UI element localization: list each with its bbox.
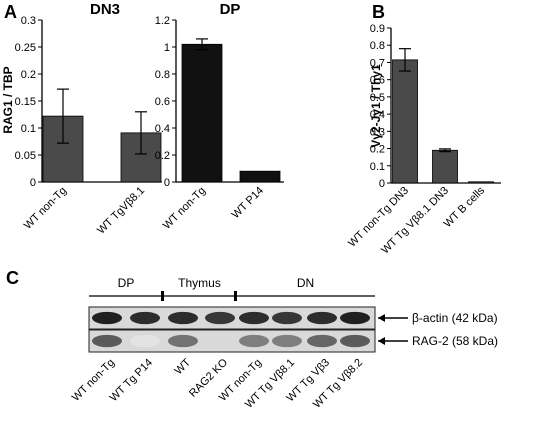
y-tick-label: 0.25 (15, 42, 36, 54)
blot-band (307, 311, 337, 325)
group-label: Thymus (178, 276, 221, 290)
row-arrow-head (378, 314, 385, 322)
y-tick-label: 0.05 (15, 150, 36, 162)
panel-label-c: C (6, 268, 19, 288)
bar (432, 149, 458, 184)
panel-label-b: B (372, 2, 385, 22)
western-blot: DP Thymus DN β-actin (42 kDa) RAG-2 (58 kDa)… (70, 276, 498, 411)
blot-band (130, 334, 160, 348)
blot-band (340, 311, 370, 325)
y-tick-label: 0.3 (21, 15, 36, 27)
y-tick-label: 0.7 (370, 57, 385, 69)
y-tick-label: 0.4 (155, 123, 170, 135)
y-tick-label: 0.3 (370, 126, 385, 138)
chart-dn3: 0 0.05 0.1 0.15 0.2 0.25 0.3 DN3 RAG1 / TBP WT no… (1, 1, 162, 237)
blot-band (92, 334, 122, 348)
bar (239, 170, 281, 183)
blot-band (239, 311, 269, 325)
category-label: WT Tg Vβ8.1 DN3 (379, 185, 451, 257)
blot-band (272, 311, 302, 325)
bar (181, 43, 223, 183)
blot-band (272, 334, 302, 348)
y-axis-label: RAG1 / TBP (1, 66, 15, 133)
blot-band (168, 311, 198, 325)
y-tick-label: 0.9 (370, 23, 385, 35)
panel-label-a: A (4, 2, 17, 22)
bar (392, 59, 418, 184)
blot-strip (88, 329, 376, 353)
bar (468, 181, 494, 184)
row-arrow-head (378, 337, 385, 345)
chart-dp: 0 0.2 0.4 0.6 0.8 1 1.2 DP WT non-Tg WT P14 (155, 1, 284, 232)
y-tick-label: 0.2 (370, 144, 385, 156)
y-tick-label: 0.2 (155, 150, 170, 162)
y-tick-label: 0.8 (155, 69, 170, 81)
blot-band (205, 311, 235, 325)
y-tick-label: 0 (379, 178, 385, 190)
y-tick-label: 0.8 (370, 40, 385, 52)
chart-title: DN3 (90, 1, 120, 18)
group-label: DP (118, 276, 135, 290)
blot-band (239, 334, 269, 348)
group-separator (161, 291, 164, 301)
category-label: WT TgVβ8.1 (95, 185, 147, 237)
y-tick-label: 0.5 (370, 92, 385, 104)
y-tick-label: 1.2 (155, 15, 170, 27)
y-tick-label: 0.6 (155, 96, 170, 108)
y-tick-label: 0.6 (370, 75, 385, 87)
group-label: DN (297, 276, 314, 290)
category-label: WT P14 (230, 185, 266, 221)
category-label: WT non-Tg (22, 185, 69, 232)
y-tick-label: 0.2 (21, 69, 36, 81)
y-tick-label: 0.15 (15, 96, 36, 108)
category-label: WT non-Tg (161, 185, 208, 232)
blot-band (340, 334, 370, 348)
row-label: β-actin (42 kDa) (412, 311, 498, 325)
y-axis-label: Vγ2-Jγ1 / Thy1 (369, 64, 383, 148)
y-tick-label: 0 (30, 177, 36, 189)
row-label: RAG-2 (58 kDa) (412, 334, 498, 348)
y-tick-label: 1 (164, 42, 170, 54)
blot-band (92, 311, 122, 325)
chart-vgamma: 0 0.1 0.2 0.3 0.4 0.5 0.6 0.7 0.8 0.9 Vγ2-Jγ1 / Th… (346, 23, 501, 257)
blot-band (168, 334, 198, 348)
blot-band (130, 311, 160, 325)
y-tick-label: 0.4 (370, 109, 385, 121)
y-tick-label: 0 (164, 177, 170, 189)
group-separator (234, 291, 237, 301)
chart-title: DP (220, 1, 241, 18)
blot-band (307, 334, 337, 348)
lane-label: WT (173, 356, 194, 377)
y-tick-label: 0.1 (370, 161, 385, 173)
y-tick-label: 0.1 (21, 123, 36, 135)
